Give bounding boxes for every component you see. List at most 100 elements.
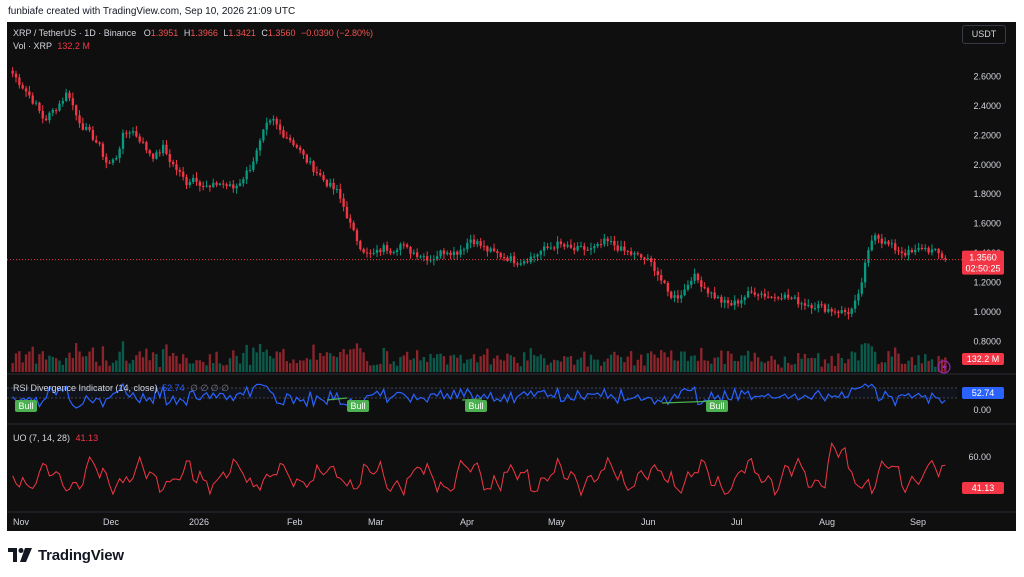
volume-bar: [910, 357, 914, 372]
volume-bar: [195, 360, 198, 372]
chart-canvas[interactable]: 2.60002.40002.20002.00001.80001.60001.40…: [7, 22, 1016, 531]
candle-body: [415, 252, 419, 257]
candle-body: [389, 250, 392, 253]
volume-bar: [71, 358, 75, 372]
volume-bar: [155, 354, 158, 372]
volume-bar: [115, 360, 118, 372]
volume-bar: [870, 346, 873, 372]
candle-body: [28, 91, 31, 96]
uo-label[interactable]: UO (7, 14, 28): [13, 433, 71, 443]
lightning-icon: [937, 360, 951, 374]
candle-body: [894, 243, 897, 251]
volume-bar: [492, 358, 496, 372]
candle-body: [151, 153, 155, 159]
candle-body: [195, 177, 198, 182]
volume-bar: [486, 348, 489, 372]
candle-body: [285, 137, 288, 139]
volume-bar: [178, 363, 181, 372]
candle-body: [770, 296, 773, 298]
candle-body: [837, 311, 840, 314]
candle-body: [265, 122, 268, 130]
candle-body: [422, 256, 426, 258]
candle-body: [716, 296, 720, 299]
volume-bar: [526, 360, 529, 372]
rsi-legend: RSI Divergence Indicator (14, close) 52.…: [13, 383, 229, 394]
candle-body: [165, 144, 168, 155]
candle-body: [873, 235, 877, 241]
price-axis-label: 1.0000: [973, 307, 1001, 317]
volume-bar: [442, 356, 446, 372]
volume-bar: [736, 361, 740, 372]
candle-body: [41, 110, 44, 119]
candle-body: [920, 247, 924, 249]
candle-body: [900, 251, 904, 253]
volume-bar: [161, 349, 165, 372]
candle-body: [75, 105, 78, 116]
candle-body: [245, 170, 248, 180]
candle-body: [98, 142, 101, 144]
volume-bar: [262, 351, 265, 372]
volume-bar: [746, 350, 750, 372]
candle-body: [459, 249, 462, 255]
volume-bar: [660, 350, 663, 372]
candle-body: [44, 118, 48, 121]
candle-body: [934, 248, 937, 250]
volume-bar: [502, 360, 506, 372]
volume-bar: [88, 351, 91, 372]
candle-body: [375, 249, 379, 253]
candle-body: [171, 161, 175, 165]
volume-bar: [576, 359, 579, 372]
candle-body: [178, 170, 181, 172]
candle-body: [355, 230, 359, 242]
candle-body: [359, 241, 362, 250]
candle-body: [797, 297, 800, 305]
candle-body: [573, 247, 576, 251]
candle-body: [773, 297, 777, 299]
volume-bar: [867, 343, 870, 372]
volume-bars: [11, 341, 947, 372]
volume-bar: [265, 349, 268, 372]
volume-bar: [940, 359, 944, 372]
candle-body: [633, 253, 636, 255]
candle-body: [703, 287, 706, 289]
candle-body: [369, 252, 372, 254]
candle-body: [599, 244, 603, 246]
candle-body: [730, 303, 733, 306]
time-axis-label: May: [548, 517, 566, 527]
volume-bar: [171, 352, 175, 372]
candle-body: [258, 140, 262, 151]
candle-body: [449, 252, 452, 256]
volume-bar: [522, 352, 526, 372]
volume-bar: [131, 359, 135, 372]
volume-bar: [21, 362, 24, 372]
candle-body: [121, 132, 125, 149]
volume-bar: [773, 359, 777, 372]
candle-body: [506, 257, 509, 261]
symbol-label[interactable]: XRP / TetherUS · 1D · Binance: [13, 28, 137, 38]
chart-panel[interactable]: 2.60002.40002.20002.00001.80001.60001.40…: [7, 22, 1016, 531]
rsi-bull-label: Bull: [350, 401, 365, 411]
volume-label[interactable]: Vol · XRP: [13, 41, 52, 51]
candle-body: [827, 309, 830, 312]
candle-body: [914, 249, 917, 253]
candle-body: [940, 253, 944, 259]
candle-body: [766, 296, 770, 298]
volume-bar: [24, 354, 28, 372]
volume-bar: [141, 357, 145, 372]
volume-bar: [212, 363, 215, 372]
candle-body: [843, 310, 847, 313]
time-axis-label: 2026: [189, 517, 209, 527]
volume-bar: [930, 359, 934, 372]
currency-button[interactable]: USDT: [962, 25, 1006, 44]
volume-bar: [690, 355, 693, 372]
candle-body: [609, 240, 613, 242]
volume-bar: [787, 362, 790, 372]
rsi-label[interactable]: RSI Divergence Indicator (14, close): [13, 383, 158, 393]
volume-bar: [920, 363, 924, 372]
candle-body: [131, 131, 135, 133]
volume-bar: [138, 351, 141, 372]
volume-bar: [285, 361, 288, 372]
candle-body: [218, 183, 222, 185]
tradingview-logo[interactable]: TradingView: [8, 545, 124, 565]
countdown-label: 02:50:25: [965, 264, 1000, 274]
